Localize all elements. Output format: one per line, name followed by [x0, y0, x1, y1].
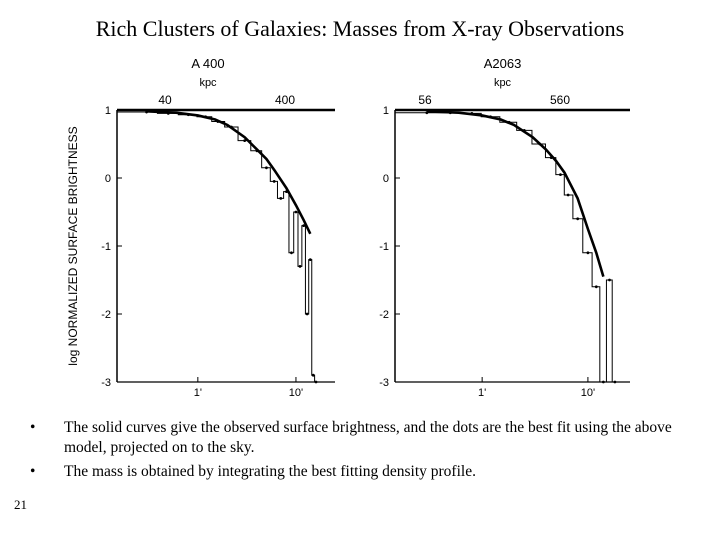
x-tick-label: 10' [289, 387, 303, 399]
observed-data-point [311, 373, 315, 377]
observed-brightness-line [395, 112, 615, 383]
top-axis-unit: kpc [494, 77, 512, 89]
top-axis-unit: kpc [199, 77, 217, 89]
y-tick-label: 0 [105, 173, 111, 185]
y-tick-label: -2 [379, 309, 389, 321]
observed-data-point [594, 285, 598, 289]
observed-data-point [608, 278, 611, 282]
chart-title: A2063 [484, 56, 522, 71]
observed-data-point [601, 380, 605, 384]
observed-data-point [305, 312, 309, 316]
y-tick-label: 1 [105, 105, 111, 117]
y-tick-label: -2 [101, 309, 111, 321]
y-axis-label: log NORMALIZED SURFACE BRIGHTNESS [66, 126, 80, 365]
top-tick-label: 56 [418, 93, 432, 107]
observed-data-point [265, 166, 268, 170]
y-tick-label: -1 [101, 241, 111, 253]
y-tick-label: 1 [383, 105, 389, 117]
observed-data-point [586, 251, 590, 255]
observed-data-point [566, 193, 570, 197]
observed-data-point [576, 217, 580, 221]
observed-data-point [559, 173, 562, 176]
observed-data-point [308, 258, 312, 261]
bullet-icon: • [30, 419, 36, 436]
chart-panel-2: A2063 kpc 56 560 1 0 -1 -2 -3 1' 10' [379, 56, 630, 399]
bullet-text: The solid curves give the observed surfa… [64, 419, 672, 456]
observed-data-point [272, 180, 276, 183]
y-tick-label: -3 [101, 377, 111, 389]
observed-data-point [314, 380, 318, 384]
bullet-item: • The solid curves give the observed sur… [30, 418, 690, 458]
bullet-list: • The solid curves give the observed sur… [30, 418, 690, 486]
observed-data-point [298, 265, 302, 268]
y-tick-label: -1 [379, 241, 389, 253]
bullet-icon: • [30, 463, 36, 480]
bullet-text: The mass is obtained by integrating the … [64, 463, 476, 480]
chart-title: A 400 [191, 56, 224, 71]
observed-data-point [302, 224, 306, 228]
y-tick-label: -3 [379, 377, 389, 389]
y-tick-label: 0 [383, 173, 389, 185]
x-tick-label: 1' [194, 387, 202, 399]
observed-data-point [279, 197, 283, 200]
brightness-profile-figure: A 400 kpc 40 400 1 0 -1 -2 -3 1' 10' log NORMALIZED… [55, 50, 655, 400]
best-fit-line [146, 110, 312, 235]
top-tick-label: 40 [158, 93, 172, 107]
bullet-item: • The mass is obtained by integrating th… [30, 462, 690, 482]
brightness-profile-plots: A 400 kpc 40 400 1 0 -1 -2 -3 1' 10' log NORMALIZED… [66, 56, 630, 399]
observed-data-point [290, 251, 293, 255]
chart-panel-1: A 400 kpc 40 400 1 0 -1 -2 -3 1' 10' log NORMALIZED… [66, 56, 335, 399]
top-tick-label: 400 [275, 93, 295, 107]
top-tick-label: 560 [550, 93, 570, 107]
best-fit-line [426, 110, 605, 277]
x-tick-label: 10' [581, 387, 595, 399]
observed-data-point [613, 380, 617, 384]
x-tick-label: 1' [478, 387, 486, 399]
observed-data-point [243, 139, 247, 142]
observed-data-point [294, 210, 298, 214]
slide-number: 21 [14, 497, 27, 512]
slide-title: Rich Clusters of Galaxies: Masses from X… [95, 16, 625, 41]
observed-brightness-line [117, 111, 316, 383]
